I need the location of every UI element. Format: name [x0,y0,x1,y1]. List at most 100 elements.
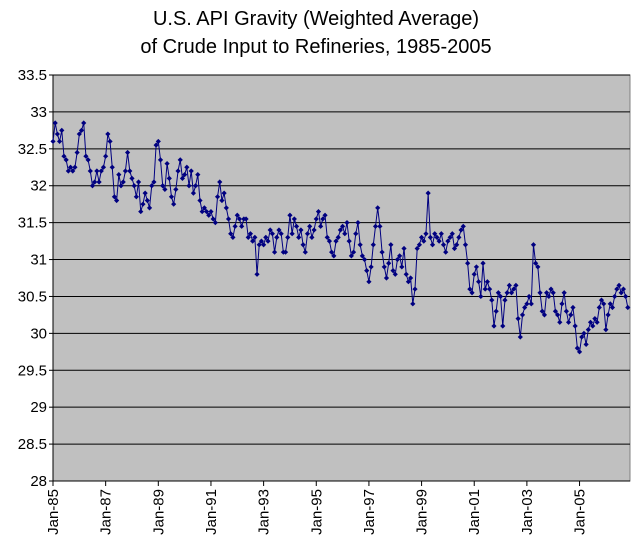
data-point [574,345,580,351]
data-point [311,227,317,233]
data-point [326,238,333,244]
x-tick-label: Jan-91 [203,489,220,535]
data-point [412,286,418,292]
data-point [346,238,352,244]
data-point [131,183,137,189]
data-point [443,249,449,255]
data-point [302,249,308,255]
data-point [70,168,76,174]
data-point [261,242,267,248]
data-point [59,127,65,133]
data-point [208,208,214,215]
data-point [410,301,416,307]
data-point [199,208,205,215]
data-point [239,223,245,229]
data-point [603,327,609,333]
data-point [541,312,548,318]
data-point [478,293,484,300]
data-point [544,290,550,296]
data-point [605,312,611,318]
data-point [522,304,528,311]
y-tick-label: 31.5 [18,215,47,232]
data-point [546,293,552,300]
data-point [107,138,113,145]
data-point [177,157,183,163]
data-point [381,264,387,270]
data-point [250,238,256,244]
y-tick-label: 28 [30,473,47,490]
data-point [234,212,240,218]
data-point [210,216,216,222]
data-point [175,168,181,174]
data-point [585,327,591,333]
data-point [116,172,122,178]
data-point [87,168,93,174]
data-point [265,238,271,244]
data-point [579,334,585,340]
x-tick-label: Jan-01 [466,489,483,535]
data-point [454,242,460,248]
data-point [401,245,407,252]
data-point [118,183,124,189]
data-point [418,234,425,240]
data-point [124,149,131,156]
data-point [607,301,613,307]
data-point [614,286,620,292]
data-point [465,260,471,266]
x-tick-label: Jan-99 [414,489,431,535]
data-point [537,290,543,296]
data-point [423,231,429,237]
data-point [447,234,453,240]
data-point [135,179,142,185]
data-point [309,234,315,240]
data-point [594,319,600,325]
data-point [144,197,150,204]
data-point [493,308,499,314]
data-point [539,308,545,314]
data-point [193,183,199,189]
y-tick-label: 29.5 [18,362,47,379]
data-point [285,234,291,240]
data-point [353,231,359,237]
data-point [111,194,118,200]
data-point [315,208,322,215]
data-point [414,245,420,252]
data-point [482,286,488,292]
data-point [368,264,374,270]
data-point [552,308,559,314]
data-point [513,282,519,288]
data-point [61,153,67,159]
data-point [350,249,357,255]
data-point [489,297,495,303]
data-point [287,212,293,218]
data-point [440,242,447,248]
data-point [451,245,458,252]
data-point [296,234,302,240]
data-point [504,290,510,296]
data-point [182,172,188,178]
data-point [179,175,186,181]
y-tick-label: 32 [30,178,47,195]
data-point [54,131,60,137]
data-point [221,190,227,196]
data-point [203,208,210,215]
data-point [535,264,541,270]
data-point [337,227,344,233]
y-tick-label: 30 [30,325,47,342]
data-point [530,242,537,248]
data-point [620,286,627,292]
data-point [598,297,605,303]
data-point [214,194,221,200]
data-point [524,301,530,307]
data-point [114,197,120,204]
x-tick-label: Jan-05 [572,489,589,535]
data-point [289,231,295,237]
data-point [484,279,490,285]
data-point [247,231,254,237]
data-point [278,231,284,237]
data-point [386,260,392,266]
data-point [65,168,71,174]
data-point [230,234,236,240]
data-point [590,323,596,329]
data-point [155,138,161,145]
